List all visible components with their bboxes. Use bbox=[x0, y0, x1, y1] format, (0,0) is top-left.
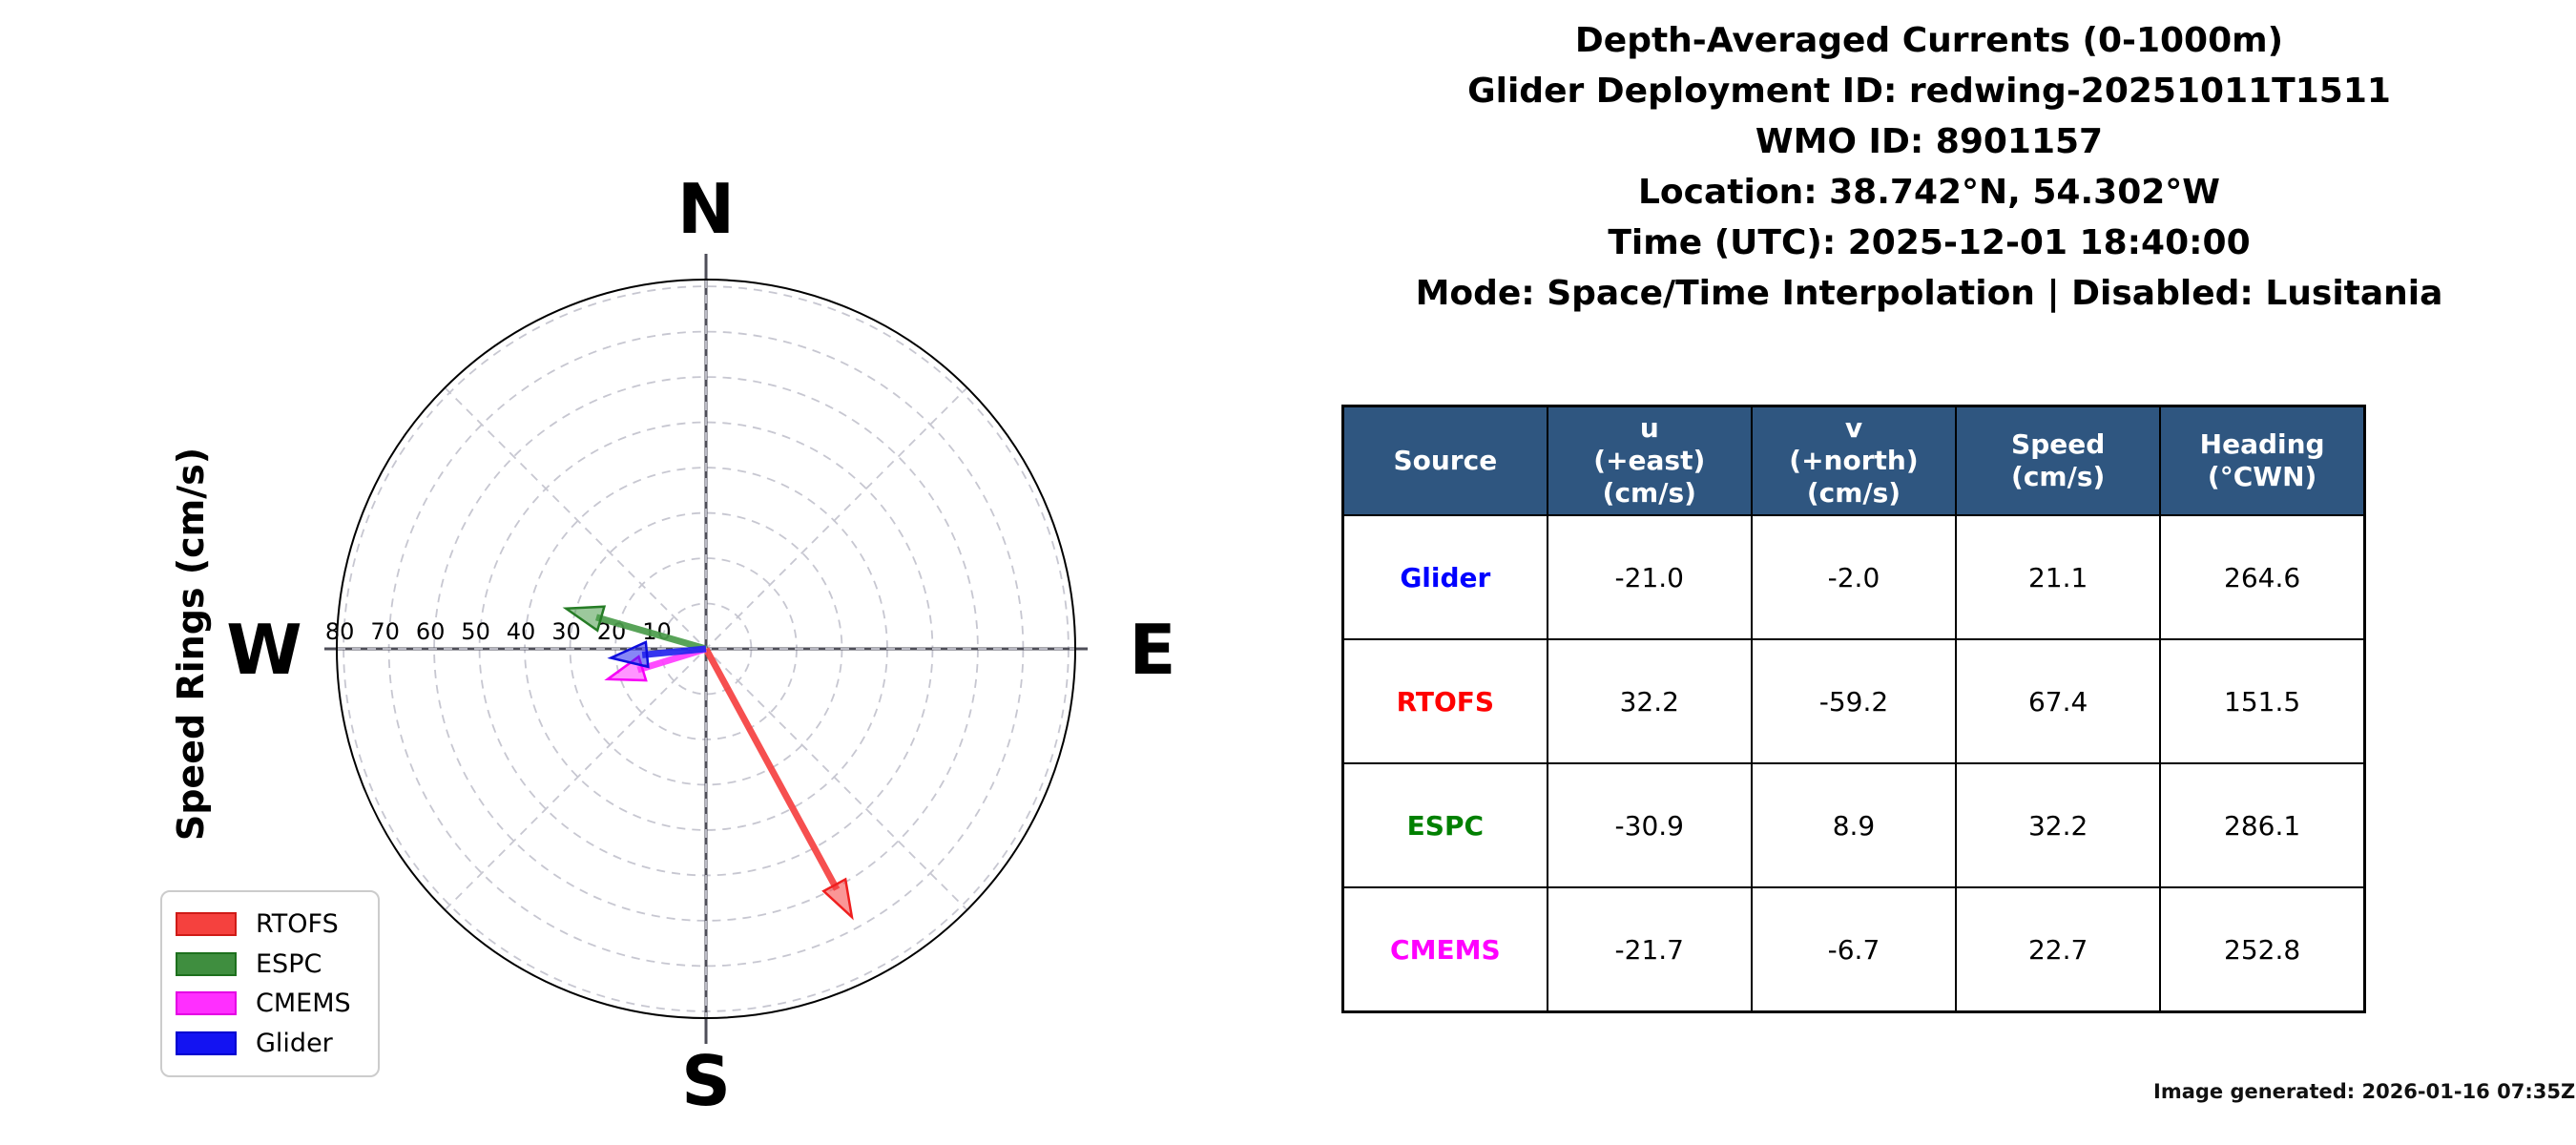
vector-shaft bbox=[595, 614, 707, 653]
vector-espc bbox=[562, 605, 707, 653]
col-header-speed: Speed (cm/s) bbox=[1955, 405, 2162, 516]
current-vectors bbox=[562, 605, 854, 921]
compass-labels: N S E W bbox=[226, 169, 1175, 1121]
legend-item-espc: ESPC bbox=[176, 949, 370, 979]
col-header-u: u (+east) (cm/s) bbox=[1546, 405, 1753, 516]
ring-tick-label: 40 bbox=[507, 618, 536, 645]
ring-tick-label: 30 bbox=[551, 618, 581, 645]
vector-glider bbox=[607, 640, 707, 669]
source-label: CMEMS bbox=[1341, 886, 1548, 1013]
vector-head bbox=[607, 640, 650, 669]
heading-value: 264.6 bbox=[2159, 514, 2366, 640]
glider-swatch bbox=[176, 1030, 237, 1055]
compass-label-south: S bbox=[681, 1041, 731, 1121]
compass-label-west: W bbox=[226, 610, 301, 690]
title-line-location: Location: 38.742°N, 54.302°W bbox=[1637, 173, 2221, 212]
v-value: -2.0 bbox=[1750, 514, 1958, 640]
table-row-espc: ESPC -30.9 8.9 32.2 286.1 bbox=[1341, 762, 2366, 888]
v-value: -6.7 bbox=[1750, 886, 1958, 1013]
espc-swatch bbox=[176, 951, 237, 976]
source-label: RTOFS bbox=[1341, 638, 1548, 764]
speed-value: 32.2 bbox=[1955, 762, 2162, 888]
ring-tick-label: 70 bbox=[370, 618, 400, 645]
table-header-row: Source u (+east) (cm/s) v (+north) (cm/s… bbox=[1341, 405, 2366, 516]
rtofs-swatch bbox=[176, 912, 237, 937]
legend-item-glider: Glider bbox=[176, 1029, 370, 1058]
heading-value: 151.5 bbox=[2159, 638, 2366, 764]
source-label: Glider bbox=[1341, 514, 1548, 640]
vector-head bbox=[562, 605, 607, 633]
speed-value: 22.7 bbox=[1955, 886, 2162, 1013]
col-header-v: v (+north) (cm/s) bbox=[1750, 405, 1958, 516]
cmems-swatch bbox=[176, 991, 237, 1016]
radial-axis-label: Speed Rings (cm/s) bbox=[170, 447, 212, 842]
table-row-glider: Glider -21.0 -2.0 21.1 264.6 bbox=[1341, 514, 2366, 640]
legend-label: ESPC bbox=[256, 948, 322, 979]
generated-timestamp: Image generated: 2026-01-16 07:35Z bbox=[2153, 1080, 2576, 1103]
compass-plot: 1020304050607080NSEW bbox=[226, 169, 1175, 1121]
compass-label-north: N bbox=[677, 169, 735, 249]
outer-circle bbox=[336, 279, 1076, 1019]
table-row-cmems: CMEMS -21.7 -6.7 22.7 252.8 bbox=[1341, 886, 2366, 1013]
compass-label-east: E bbox=[1129, 610, 1175, 690]
v-value: 8.9 bbox=[1750, 762, 1958, 888]
ring-tick-label: 60 bbox=[416, 618, 446, 645]
legend: RTOFS ESPC CMEMS Glider bbox=[160, 890, 380, 1077]
title-line-wmo: WMO ID: 8901157 bbox=[1755, 122, 2104, 161]
title-line-deployment: Glider Deployment ID: redwing-20251011T1… bbox=[1467, 72, 2391, 111]
ring-tick-label: 80 bbox=[325, 618, 355, 645]
v-value: -59.2 bbox=[1750, 638, 1958, 764]
col-header-source: Source bbox=[1341, 405, 1548, 516]
table-row-rtofs: RTOFS 32.2 -59.2 67.4 151.5 bbox=[1341, 638, 2366, 764]
source-label: ESPC bbox=[1341, 762, 1548, 888]
heading-value: 286.1 bbox=[2159, 762, 2366, 888]
heading-value: 252.8 bbox=[2159, 886, 2366, 1013]
title-line-main: Depth-Averaged Currents (0-1000m) bbox=[1574, 21, 2284, 60]
vector-shaft bbox=[641, 645, 707, 658]
u-value: -21.0 bbox=[1546, 514, 1753, 640]
legend-label: Glider bbox=[256, 1028, 333, 1058]
speed-value: 67.4 bbox=[1955, 638, 2162, 764]
ring-tick-label: 50 bbox=[461, 618, 490, 645]
legend-item-cmems: CMEMS bbox=[176, 989, 370, 1018]
speed-value: 21.1 bbox=[1955, 514, 2162, 640]
vector-rtofs bbox=[702, 647, 854, 921]
legend-item-rtofs: RTOFS bbox=[176, 909, 370, 939]
u-value: -30.9 bbox=[1546, 762, 1753, 888]
plot-title-block: Depth-Averaged Currents (0-1000m) Glider… bbox=[1309, 15, 2549, 319]
title-line-mode: Mode: Space/Time Interpolation | Disable… bbox=[1415, 274, 2443, 313]
u-value: 32.2 bbox=[1546, 638, 1753, 764]
vector-shaft bbox=[702, 647, 841, 891]
legend-label: CMEMS bbox=[256, 989, 351, 1019]
vector-head bbox=[821, 877, 854, 921]
currents-table: Source u (+east) (cm/s) v (+north) (cm/s… bbox=[1341, 405, 2366, 1013]
u-value: -21.7 bbox=[1546, 886, 1753, 1013]
legend-label: RTOFS bbox=[256, 909, 339, 940]
title-line-time: Time (UTC): 2025-12-01 18:40:00 bbox=[1608, 223, 2251, 262]
col-header-heading: Heading (°CWN) bbox=[2159, 405, 2366, 516]
